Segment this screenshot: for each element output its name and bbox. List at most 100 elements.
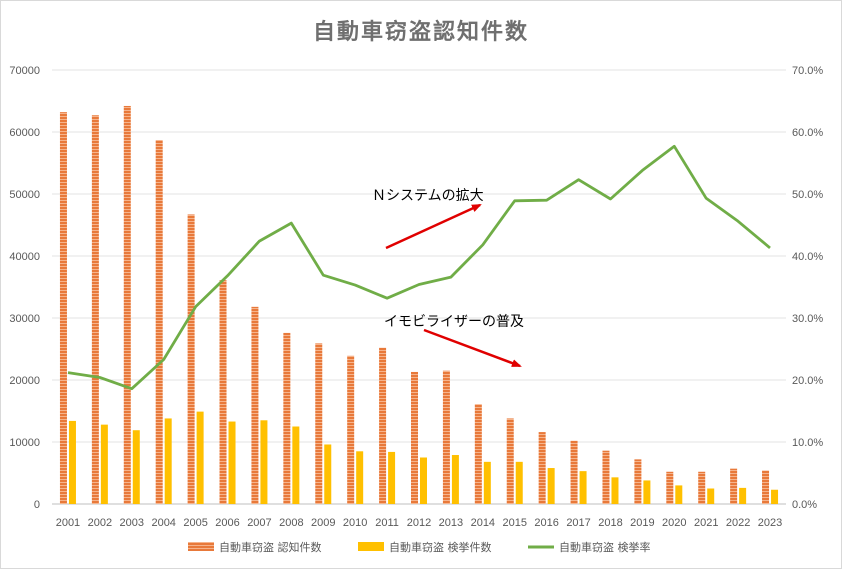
- bar-cleared: [100, 424, 108, 504]
- bar-cleared: [292, 426, 300, 504]
- x-tick-label: 2022: [726, 517, 750, 529]
- bar-recognized: [602, 450, 610, 504]
- y-left-tick-label: 20000: [9, 375, 40, 387]
- annotation-n-system-label: Ｎシステムの拡大: [372, 188, 484, 204]
- y-right-tick-label: 50.0%: [792, 189, 823, 201]
- bar-cleared: [420, 457, 427, 504]
- bar-recognized: [538, 432, 546, 504]
- bar-cleared: [260, 420, 268, 504]
- bar-recognized: [91, 115, 99, 504]
- bar-cleared: [547, 468, 555, 504]
- y-right-tick-label: 30.0%: [792, 313, 823, 325]
- bar-recognized: [411, 371, 418, 504]
- x-tick-label: 2005: [183, 517, 207, 529]
- annotation-n-system-arrow: [385, 203, 482, 250]
- bar-recognized: [666, 471, 674, 504]
- x-tick-label: 2002: [88, 517, 112, 529]
- x-tick-label: 2008: [279, 517, 303, 529]
- bar-cleared: [707, 488, 715, 504]
- bar-recognized: [59, 112, 67, 504]
- y-left-tick-label: 0: [34, 499, 40, 511]
- x-tick-label: 2014: [471, 517, 495, 529]
- x-tick-label: 2020: [662, 517, 686, 529]
- x-tick-label: 2006: [215, 517, 239, 529]
- x-tick-label: 2023: [758, 517, 782, 529]
- x-tick-label: 2012: [407, 517, 431, 529]
- y-left-tick-label: 70000: [9, 65, 40, 77]
- x-tick-label: 2004: [151, 517, 175, 529]
- bar-cleared: [483, 461, 491, 504]
- x-tick-label: 2017: [566, 517, 590, 529]
- bar-recognized: [506, 418, 514, 504]
- bar-cleared: [356, 451, 364, 504]
- legend-item-cleared: 自動車窃盗 検挙件数: [358, 540, 492, 554]
- bar-series: [59, 105, 779, 505]
- bar-recognized: [474, 404, 482, 504]
- x-tick-label: 2018: [598, 517, 622, 529]
- bar-recognized: [315, 343, 323, 504]
- x-tick-label: 2003: [120, 517, 144, 529]
- legend-label-rate: 自動車窃盗 検挙率: [559, 540, 651, 554]
- legend-label-recognized: 自動車窃盗 認知件数: [219, 540, 322, 554]
- bar-recognized: [347, 355, 355, 504]
- chart-title: 自動車窃盗認知件数: [312, 20, 529, 45]
- bar-recognized: [570, 440, 578, 504]
- bar-recognized: [219, 280, 227, 504]
- y-left-tick-label: 10000: [9, 437, 40, 449]
- y-right-tick-label: 60.0%: [792, 127, 823, 139]
- y-left-tick-label: 50000: [9, 189, 40, 201]
- x-tick-label: 2021: [694, 517, 718, 529]
- annotation-n-system: Ｎシステムの拡大: [372, 188, 484, 250]
- annotation-immobilizer: イモビライザーの普及: [384, 314, 524, 368]
- y-left-tick-label: 40000: [9, 251, 40, 263]
- bar-cleared: [771, 489, 779, 504]
- x-tick-label: 2015: [502, 517, 526, 529]
- y-left-tick-label: 60000: [9, 127, 40, 139]
- bar-recognized: [155, 140, 163, 504]
- legend-item-rate: 自動車窃盗 検挙率: [528, 540, 651, 554]
- bar-recognized: [762, 470, 770, 504]
- x-tick-label: 2010: [343, 517, 367, 529]
- bar-cleared: [611, 477, 619, 504]
- bar-recognized: [442, 370, 450, 504]
- x-tick-label: 2001: [56, 517, 80, 529]
- bar-cleared: [68, 420, 76, 504]
- x-tick-label: 2016: [534, 517, 558, 529]
- bar-recognized: [123, 105, 131, 505]
- annotation-immobilizer-label: イモビライザーの普及: [384, 314, 524, 330]
- bar-cleared: [196, 411, 204, 504]
- bar-cleared: [388, 451, 396, 504]
- line-rate: [67, 144, 771, 391]
- bar-recognized: [379, 347, 387, 504]
- legend: 自動車窃盗 認知件数 自動車窃盗 検挙件数 自動車窃盗 検挙率: [188, 540, 651, 554]
- x-tick-label: 2019: [630, 517, 654, 529]
- bar-cleared: [324, 444, 332, 504]
- x-tick-label: 2009: [311, 517, 335, 529]
- y-right-tick-label: 20.0%: [792, 375, 823, 387]
- bar-recognized: [698, 471, 706, 504]
- gridlines: [52, 69, 786, 505]
- bar-cleared: [643, 480, 651, 504]
- bar-cleared: [164, 418, 172, 504]
- bar-cleared: [228, 421, 236, 504]
- y-right-tick-label: 0.0%: [792, 499, 817, 511]
- bar-recognized: [187, 214, 195, 504]
- legend-swatch-recognized: [188, 542, 214, 551]
- bar-recognized: [251, 306, 259, 504]
- bar-cleared: [739, 487, 747, 504]
- y-left-tick-label: 30000: [9, 313, 40, 325]
- legend-label-cleared: 自動車窃盗 検挙件数: [389, 540, 492, 554]
- x-tick-label: 2011: [375, 517, 399, 529]
- legend-swatch-cleared: [358, 542, 384, 551]
- bar-cleared: [675, 485, 683, 504]
- bar-cleared: [579, 471, 587, 504]
- annotation-immobilizer-arrow: [423, 328, 522, 368]
- bar-recognized: [283, 332, 291, 504]
- x-tick-label: 2007: [247, 517, 271, 529]
- x-tick-label: 2013: [439, 517, 463, 529]
- bar-cleared: [451, 455, 459, 504]
- axis-labels: 0 0.0% 10000 10.0% 20000 20.0% 30000 30.0% 40000…: [9, 65, 823, 529]
- bar-recognized: [634, 459, 642, 504]
- y-right-tick-label: 70.0%: [792, 65, 823, 77]
